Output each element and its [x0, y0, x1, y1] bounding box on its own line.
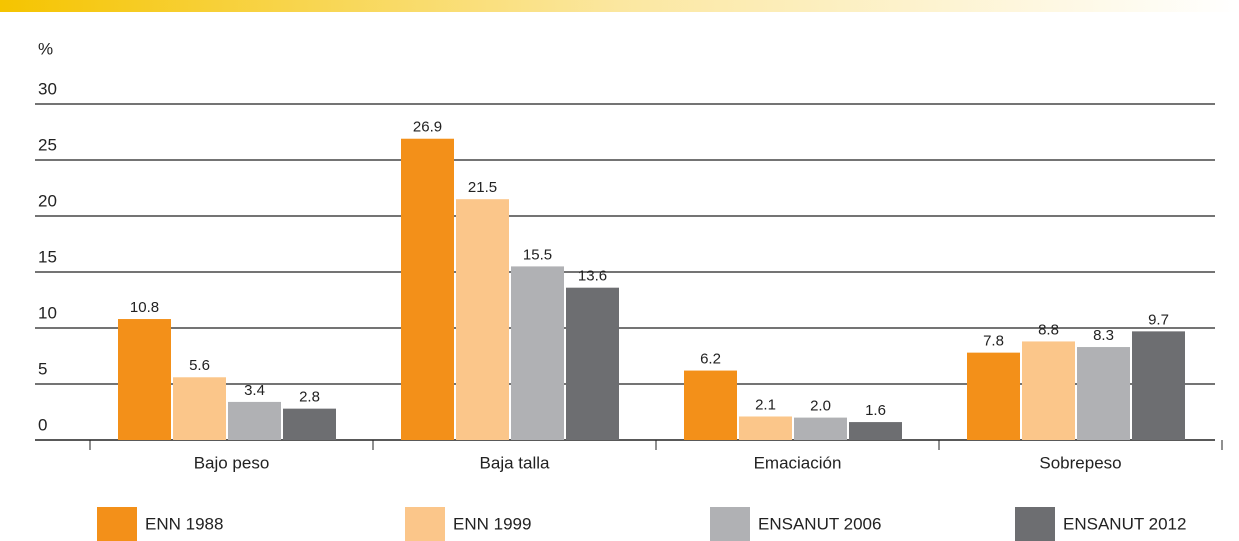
x-tick-label: Sobrepeso [1039, 453, 1121, 472]
header-band [0, 0, 1239, 12]
data-label: 2.1 [755, 396, 776, 413]
data-label: 8.3 [1093, 327, 1114, 344]
bar [283, 408, 336, 440]
bar [456, 199, 509, 440]
x-tick-label: Bajo peso [194, 453, 270, 472]
y-tick-label: 25 [38, 135, 57, 154]
bar [566, 287, 619, 440]
legend-swatch [710, 507, 750, 541]
legend-label: ENN 1999 [453, 514, 531, 533]
x-tick-label: Emaciación [754, 453, 842, 472]
bar [1022, 341, 1075, 440]
legend-label: ENSANUT 2012 [1063, 514, 1186, 533]
data-label: 8.8 [1038, 321, 1059, 338]
bar [739, 416, 792, 440]
bar [401, 138, 454, 440]
legend-label: ENSANUT 2006 [758, 514, 881, 533]
data-label: 2.0 [810, 398, 831, 415]
bar [1132, 331, 1185, 440]
data-label: 3.4 [244, 382, 265, 399]
data-label: 7.8 [983, 333, 1004, 350]
y-tick-label: 5 [38, 359, 47, 378]
bar [794, 417, 847, 440]
bar [1077, 347, 1130, 440]
data-label: 9.7 [1148, 311, 1169, 328]
y-tick-label: 10 [38, 303, 57, 322]
data-label: 13.6 [578, 268, 607, 285]
y-tick-label: 30 [38, 79, 57, 98]
bar [967, 352, 1020, 440]
data-label: 26.9 [413, 119, 442, 136]
bar [511, 266, 564, 440]
data-label: 6.2 [700, 351, 721, 368]
legend-swatch [1015, 507, 1055, 541]
data-label: 15.5 [523, 246, 552, 263]
bar [684, 370, 737, 440]
legend-label: ENN 1988 [145, 514, 223, 533]
data-label: 10.8 [130, 299, 159, 316]
y-tick-label: 20 [38, 191, 57, 210]
x-tick-label: Baja talla [480, 453, 550, 472]
data-label: 2.8 [299, 389, 320, 406]
legend-swatch [405, 507, 445, 541]
bar [228, 401, 281, 440]
data-label: 21.5 [468, 179, 497, 196]
legend-swatch [97, 507, 137, 541]
y-tick-label: 0 [38, 415, 47, 434]
data-label: 1.6 [865, 402, 886, 419]
y-axis-label: % [38, 39, 53, 58]
bar [118, 319, 171, 440]
bar [849, 422, 902, 440]
y-tick-label: 15 [38, 247, 57, 266]
bar [173, 377, 226, 440]
data-label: 5.6 [189, 357, 210, 374]
